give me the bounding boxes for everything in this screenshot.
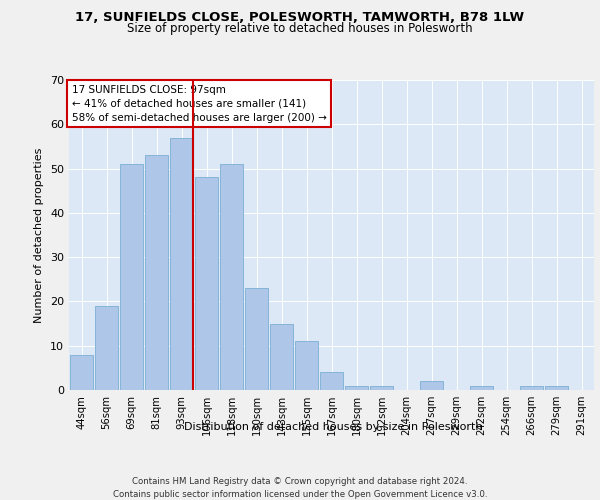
Bar: [295, 342, 319, 390]
Text: 17 SUNFIELDS CLOSE: 97sqm
← 41% of detached houses are smaller (141)
58% of semi: 17 SUNFIELDS CLOSE: 97sqm ← 41% of detac…: [71, 84, 326, 122]
Text: Size of property relative to detached houses in Polesworth: Size of property relative to detached ho…: [127, 22, 473, 35]
Bar: [220, 164, 244, 390]
Bar: [419, 381, 443, 390]
Bar: [545, 386, 568, 390]
Bar: [194, 178, 218, 390]
Bar: [170, 138, 193, 390]
Bar: [245, 288, 268, 390]
Text: Contains HM Land Registry data © Crown copyright and database right 2024.
Contai: Contains HM Land Registry data © Crown c…: [113, 478, 487, 499]
Text: 17, SUNFIELDS CLOSE, POLESWORTH, TAMWORTH, B78 1LW: 17, SUNFIELDS CLOSE, POLESWORTH, TAMWORT…: [76, 11, 524, 24]
Bar: [470, 386, 493, 390]
Y-axis label: Number of detached properties: Number of detached properties: [34, 148, 44, 322]
Bar: [145, 156, 169, 390]
Bar: [320, 372, 343, 390]
Bar: [344, 386, 368, 390]
Bar: [269, 324, 293, 390]
Bar: [370, 386, 394, 390]
Text: Distribution of detached houses by size in Polesworth: Distribution of detached houses by size …: [184, 422, 482, 432]
Bar: [520, 386, 544, 390]
Bar: [95, 306, 118, 390]
Bar: [70, 354, 94, 390]
Bar: [119, 164, 143, 390]
